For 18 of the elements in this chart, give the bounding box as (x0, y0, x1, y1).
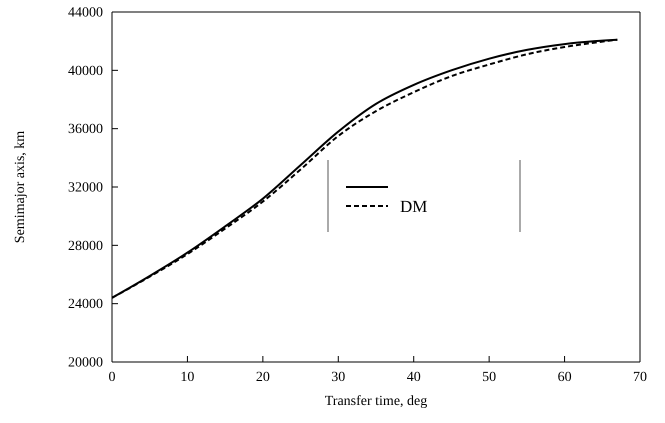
x-tick-label: 60 (558, 370, 572, 385)
y-axis-title: Semimajor axis, km (13, 130, 28, 244)
x-tick-label: 30 (331, 370, 346, 385)
y-tick-label: 36000 (68, 122, 103, 138)
y-tick-label: 44000 (68, 5, 103, 20)
y-tick-label: 20000 (68, 355, 103, 370)
x-axis-title: Transfer time, deg (324, 394, 428, 409)
x-tick-label: 40 (406, 370, 421, 385)
y-tick-label: 24000 (68, 297, 103, 312)
x-tick-label: 70 (633, 370, 647, 385)
legend-label: DM (400, 197, 428, 216)
y-tick-label: 32000 (68, 180, 103, 196)
x-tick-label: 50 (482, 370, 496, 385)
x-tick-label: 0 (108, 370, 116, 385)
x-tick-label: 20 (256, 370, 270, 385)
y-tick-label: 40000 (68, 64, 103, 79)
y-tick-label: 28000 (68, 238, 103, 254)
x-tick-label: 10 (180, 370, 194, 385)
